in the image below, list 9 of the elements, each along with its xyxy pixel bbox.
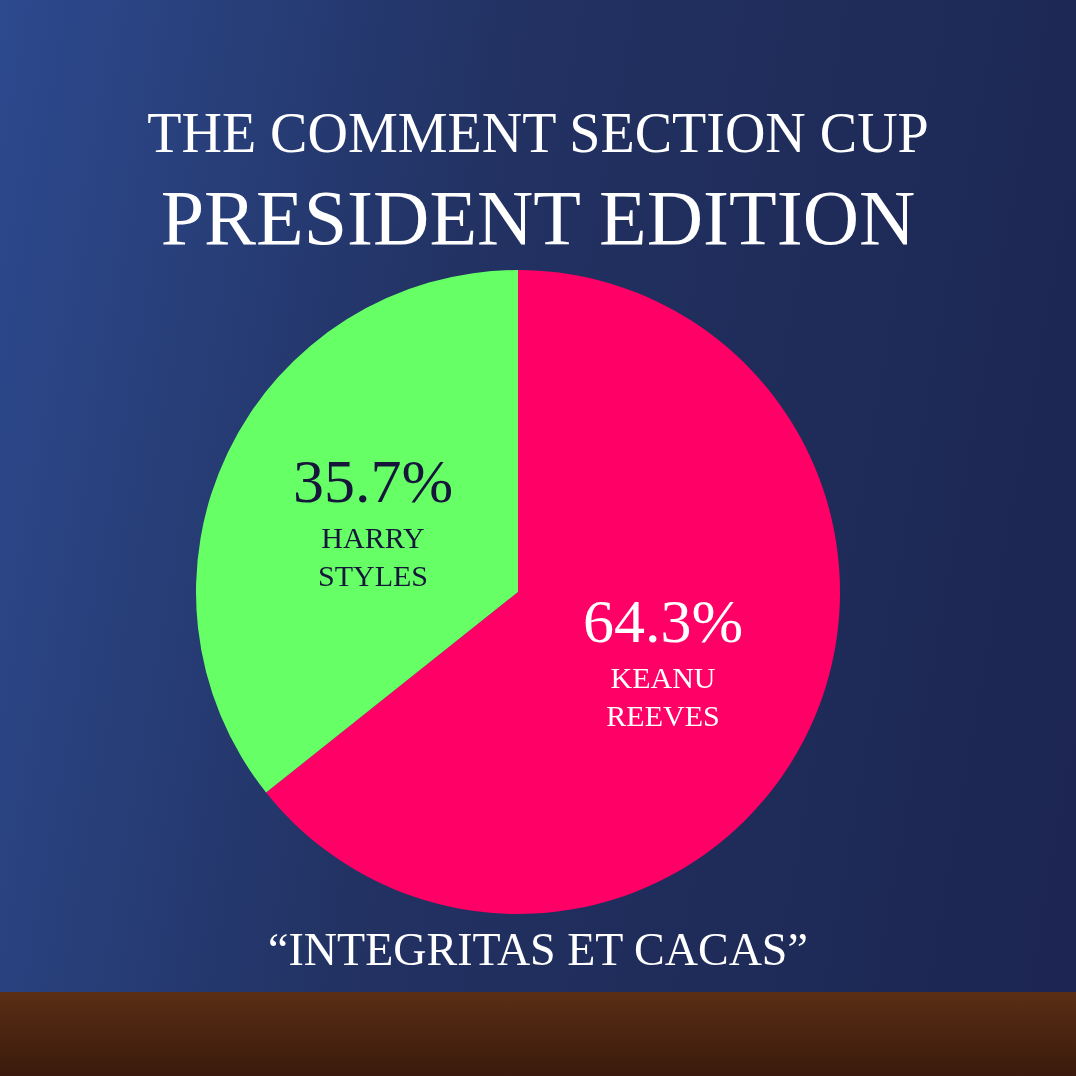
slice-label: KEANU REEVES <box>606 660 720 732</box>
pie-slice <box>266 270 840 914</box>
text: “INTEGRITAS ET CACAS” <box>268 924 808 975</box>
slice-label: HARRY STYLES <box>317 521 428 593</box>
chart-title: THE COMMENT SECTION CUP <box>147 102 929 164</box>
pie-slice <box>196 270 518 793</box>
data-label: 64.3% <box>582 586 744 655</box>
chart-subtitle: PRESIDENT EDITION <box>160 174 916 261</box>
data-label: 35.7% <box>292 447 454 516</box>
